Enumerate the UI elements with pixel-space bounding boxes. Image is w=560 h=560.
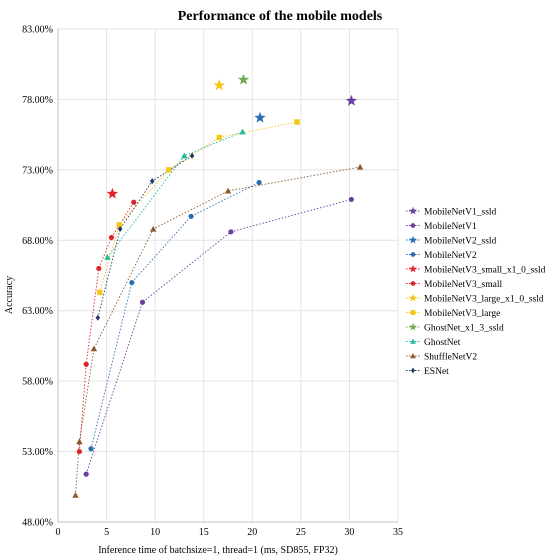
data-point — [76, 438, 83, 445]
data-point — [83, 361, 89, 367]
chart-title: Performance of the mobile models — [178, 9, 383, 24]
legend-marker — [409, 264, 417, 273]
series-line-mobilenetv1 — [85, 199, 352, 475]
legend-label: MobileNetV1_ssld — [424, 207, 497, 217]
y-axis-label: Accuracy — [4, 276, 15, 314]
data-point — [256, 179, 262, 186]
x-axis-label: Inference time of batchsize=1, thread=1 … — [98, 545, 338, 556]
data-point — [294, 119, 300, 125]
data-point — [83, 471, 89, 477]
data-point — [104, 253, 111, 260]
series-lines — [75, 121, 361, 496]
series-line-mobilenetv2 — [90, 182, 260, 449]
legend-marker — [410, 252, 416, 257]
data-point — [139, 299, 146, 305]
legend-label: MobileNetV3_large_x1_0_ssld — [424, 294, 544, 304]
x-tick-label: 5 — [104, 527, 109, 538]
y-tick-label: 48.00% — [22, 518, 53, 529]
data-point — [345, 94, 358, 106]
legend-marker — [410, 281, 416, 286]
series-line-mobilenetv3-large — [99, 121, 298, 293]
data-point — [117, 226, 123, 233]
legend-label: MobileNetV1 — [424, 222, 477, 232]
legend-label: ESNet — [424, 367, 449, 377]
y-tick-label: 68.00% — [22, 236, 53, 247]
data-point — [149, 178, 155, 185]
series-line-ghostnet — [107, 131, 243, 258]
data-point — [188, 213, 194, 219]
x-tick-label: 15 — [199, 527, 209, 538]
legend-label: MobileNetV2 — [424, 251, 477, 261]
legend-label: MobileNetV3_small_x1_0_ssld — [424, 265, 546, 275]
x-tick-label: 20 — [247, 527, 257, 538]
y-tick-label: 83.00% — [22, 25, 53, 36]
data-point — [239, 128, 246, 135]
data-point — [88, 446, 94, 452]
data-point — [237, 73, 250, 85]
axes: 0 5 10 15 20 25 30 35 48.00% 53.00% 58.00% 63.00% 68… — [22, 25, 403, 539]
x-tick-label: 25 — [296, 527, 306, 538]
legend-label: MobileNetV3_large — [424, 309, 500, 319]
data-points — [72, 73, 364, 498]
data-point — [129, 279, 135, 286]
legend-label: ShuffleNetV2 — [424, 351, 477, 362]
y-tick-label: 53.00% — [22, 447, 53, 458]
y-tick-label: 63.00% — [22, 306, 53, 317]
legend-label: MobileNetV2_ssld — [424, 236, 497, 246]
data-point — [106, 187, 119, 199]
data-point — [76, 448, 82, 455]
legend-marker — [409, 235, 417, 244]
grid — [57, 28, 399, 523]
data-point — [72, 492, 79, 498]
legend-marker — [410, 310, 416, 315]
data-point — [181, 152, 188, 159]
data-point — [108, 234, 115, 241]
y-tick-label: 58.00% — [22, 377, 53, 388]
legend-marker — [409, 293, 417, 302]
data-point — [254, 111, 266, 123]
x-tick-label: 0 — [56, 527, 61, 538]
data-point — [216, 134, 222, 141]
x-tick-label: 30 — [344, 527, 354, 538]
legend-marker — [410, 223, 416, 228]
data-point — [90, 345, 98, 352]
data-point — [348, 196, 354, 203]
legend-label: GhostNet — [424, 338, 461, 348]
data-point — [189, 152, 195, 159]
legend: MobileNetV1_ssld MobileNetV1 MobileNetV2_s… — [406, 206, 546, 377]
data-point — [356, 163, 364, 170]
data-point — [228, 229, 234, 235]
series-line-esnet — [97, 155, 193, 318]
data-point — [97, 289, 103, 296]
y-tick-label: 73.00% — [22, 165, 53, 176]
legend-label: GhostNet_x1_3_ssld — [424, 323, 504, 333]
legend-marker — [410, 338, 416, 344]
data-point — [131, 199, 137, 205]
data-point — [166, 167, 172, 173]
series-line-shufflenetv2 — [75, 166, 361, 496]
data-point — [224, 187, 232, 194]
y-tick-label: 78.00% — [22, 95, 53, 106]
data-point — [116, 222, 122, 228]
data-point — [150, 225, 157, 232]
x-tick-label: 10 — [150, 527, 160, 538]
x-tick-label: 35 — [393, 527, 403, 538]
legend-marker — [410, 353, 416, 359]
legend-marker — [409, 206, 417, 215]
data-point — [213, 79, 225, 91]
legend-label: MobileNetV3_small — [424, 280, 502, 290]
data-point — [96, 265, 102, 272]
legend-marker — [409, 322, 417, 331]
legend-marker — [410, 367, 416, 374]
data-point — [95, 314, 101, 321]
